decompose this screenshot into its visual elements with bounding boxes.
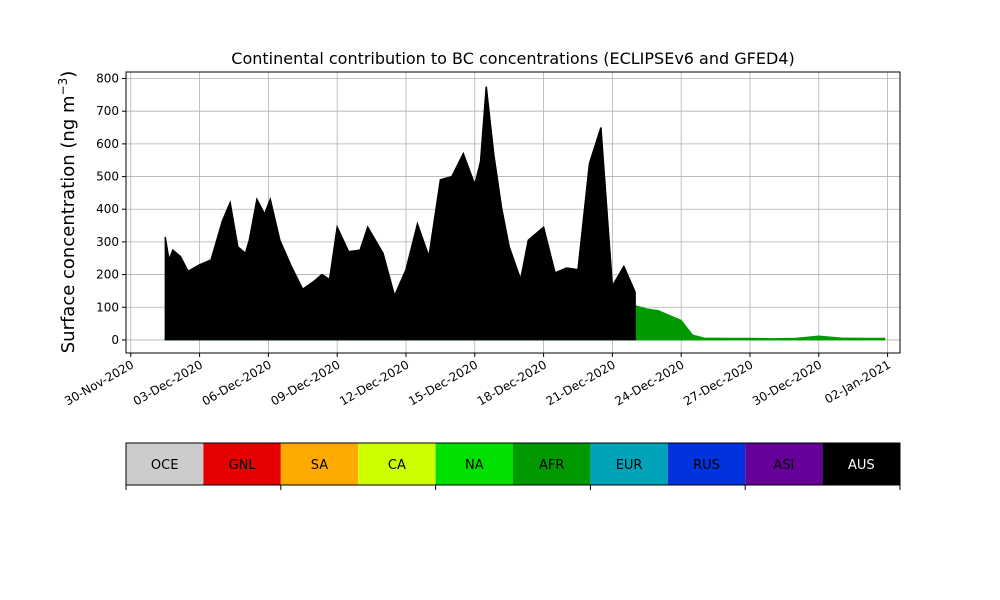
legend-label-na: NA xyxy=(465,458,484,473)
plot-frame xyxy=(125,71,901,354)
legend: OCE GNL SA CA NA AFR EUR RUS ASI AUS xyxy=(125,442,901,490)
y-tick-label: 300 xyxy=(96,235,119,249)
x-tick-label: 30-Nov-2020 xyxy=(62,357,136,408)
legend-label-gnl: GNL xyxy=(229,458,257,473)
legend-swatch-eur xyxy=(590,443,668,485)
legend-swatch-rus xyxy=(667,443,746,485)
x-tick-label: 30-Dec-2020 xyxy=(750,357,824,408)
x-tick-label: 06-Dec-2020 xyxy=(200,357,274,408)
x-tick-label: 15-Dec-2020 xyxy=(406,357,480,408)
x-axis: 30-Nov-202003-Dec-202006-Dec-202009-Dec-… xyxy=(62,353,893,408)
x-tick-label: 09-Dec-2020 xyxy=(268,357,342,408)
legend-swatch-oce xyxy=(126,443,204,485)
stacked-areas xyxy=(164,86,886,341)
y-axis-label-text: Surface concentration (ng m xyxy=(58,95,79,353)
legend-swatch-sa xyxy=(280,443,359,485)
y-axis-label-close: ) xyxy=(58,71,79,78)
x-tick-label: 27-Dec-2020 xyxy=(681,357,755,408)
legend-swatch-asi xyxy=(745,443,823,485)
legend-frame xyxy=(125,442,901,486)
chart-title: Continental contribution to BC concentra… xyxy=(231,49,794,68)
legend-label-aus: AUS xyxy=(848,458,875,473)
x-tick-label: 24-Dec-2020 xyxy=(612,357,686,408)
y-tick-label: 200 xyxy=(96,268,119,282)
legend-label-rus: RUS xyxy=(693,458,720,473)
legend-swatch-afr xyxy=(513,443,591,485)
x-tick-label: 02-Jan-2021 xyxy=(822,357,893,406)
y-tick-label: 100 xyxy=(96,300,119,314)
x-tick-label: 03-Dec-2020 xyxy=(131,357,205,408)
y-axis: 0 100 200 300 400 500 600 700 800 xyxy=(96,72,126,347)
y-tick-label: 0 xyxy=(111,333,119,347)
y-axis-label-exponent: −3 xyxy=(56,78,70,96)
total-outline-line xyxy=(164,86,636,299)
legend-label-asi: ASI xyxy=(773,458,794,473)
legend-swatch-gnl xyxy=(203,443,281,485)
x-tick-label: 21-Dec-2020 xyxy=(544,357,618,408)
y-tick-label: 600 xyxy=(96,137,119,151)
legend-swatch-ca xyxy=(358,443,436,485)
x-tick-label: 12-Dec-2020 xyxy=(337,357,411,408)
legend-label-oce: OCE xyxy=(151,458,179,473)
y-tick-label: 700 xyxy=(96,104,119,118)
y-tick-label: 500 xyxy=(96,170,119,184)
legend-swatch-aus xyxy=(822,443,900,485)
legend-label-afr: AFR xyxy=(539,458,564,473)
legend-swatch-na xyxy=(435,443,513,485)
area-aus xyxy=(164,86,636,341)
legend-label-ca: CA xyxy=(388,458,406,473)
legend-label-sa: SA xyxy=(311,458,328,473)
y-tick-label: 800 xyxy=(96,72,119,86)
legend-label-eur: EUR xyxy=(616,458,643,473)
x-tick-label: 18-Dec-2020 xyxy=(475,357,549,408)
y-tick-label: 400 xyxy=(96,202,119,216)
y-axis-label: Surface concentration (ng m−3) xyxy=(56,71,79,354)
